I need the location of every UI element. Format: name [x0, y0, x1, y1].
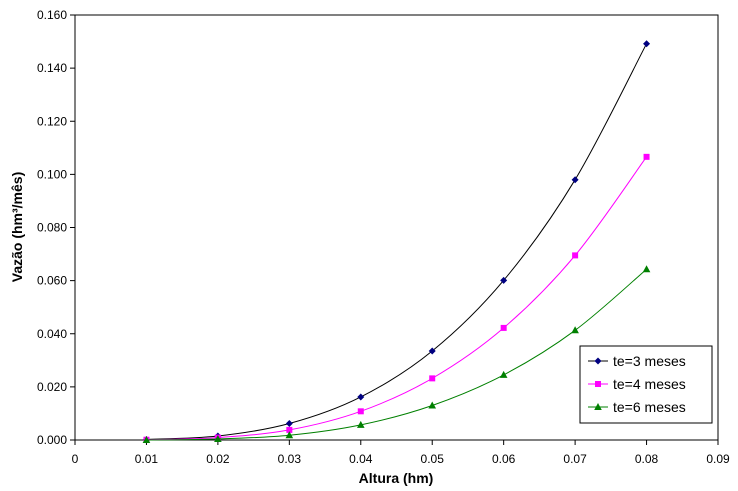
data-point [429, 375, 436, 382]
data-point [500, 276, 508, 284]
data-point [499, 370, 508, 378]
x-axis-title: Altura (hm) [359, 470, 434, 486]
x-tick-label: 0.02 [206, 452, 230, 466]
data-point [500, 324, 507, 331]
x-tick-label: 0.07 [563, 452, 587, 466]
y-tick-label: 0.100 [37, 167, 67, 181]
y-axis-ticks: 0.000 0.020 0.040 0.060 0.080 0.100 0.120 0.140… [37, 8, 75, 447]
data-point [286, 426, 293, 433]
data-point [214, 434, 222, 442]
data-point [356, 420, 365, 428]
legend-label: te=3 meses [613, 353, 686, 369]
x-tick-label: 0.09 [706, 452, 730, 466]
data-point [285, 420, 293, 428]
data-point [357, 393, 365, 401]
data-point [428, 347, 436, 355]
legend-label: te=6 meses [613, 399, 686, 415]
x-tick-label: 0.05 [421, 452, 445, 466]
y-tick-label: 0.080 [37, 221, 67, 235]
x-tick-label: 0 [72, 452, 79, 466]
y-tick-label: 0.140 [37, 61, 67, 75]
y-tick-label: 0.020 [37, 380, 67, 394]
data-point [142, 436, 151, 443]
x-axis-ticks: 0 0.01 0.02 0.03 0.04 0.05 0.06 0.07 0.08 0.09 [72, 440, 730, 466]
data-point [357, 408, 364, 415]
y-tick-label: 0.000 [37, 433, 67, 447]
x-tick-label: 0.01 [135, 452, 159, 466]
legend-marker [595, 381, 601, 387]
x-tick-label: 0.08 [635, 452, 659, 466]
data-point [643, 153, 650, 160]
y-tick-label: 0.120 [37, 114, 67, 128]
x-tick-label: 0.06 [492, 452, 516, 466]
data-point [428, 401, 437, 409]
data-point [571, 326, 579, 334]
y-tick-label: 0.040 [37, 327, 67, 341]
y-tick-label: 0.160 [37, 8, 67, 22]
y-axis-title: Vazão (hm³/mês) [9, 172, 25, 282]
legend-label: te=4 meses [613, 376, 686, 392]
series-layer [142, 40, 651, 443]
data-point [572, 252, 579, 259]
data-point [571, 176, 579, 184]
data-point [642, 265, 651, 273]
x-tick-label: 0.04 [349, 452, 373, 466]
legend-marker [594, 357, 602, 365]
legend: te=3 meses te=4 meses te=6 meses [579, 345, 713, 424]
legend-marker [594, 403, 602, 410]
data-point [285, 431, 294, 439]
series-3 [142, 265, 651, 443]
x-tick-label: 0.03 [278, 452, 302, 466]
data-point [643, 40, 651, 48]
y-tick-label: 0.060 [37, 274, 67, 288]
